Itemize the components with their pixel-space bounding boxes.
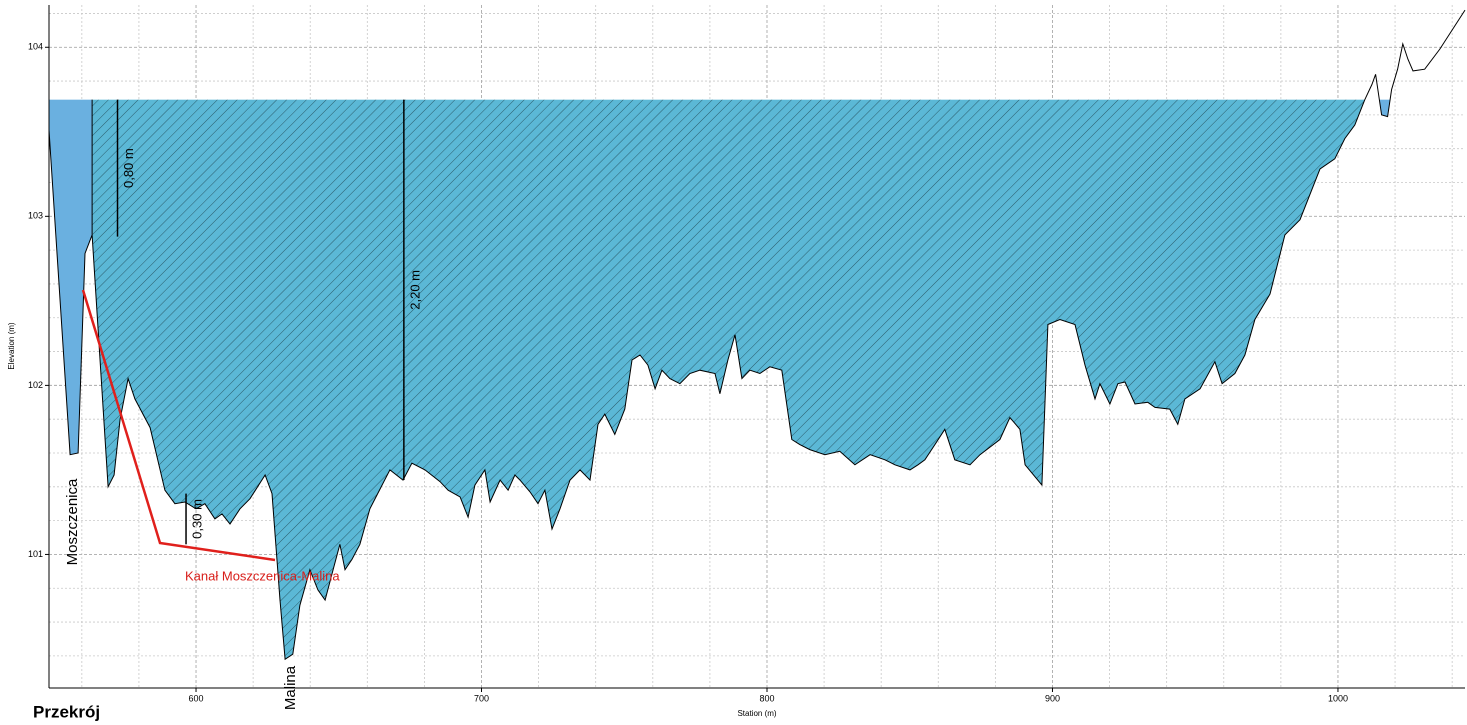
water-overbank xyxy=(1375,99,1465,660)
depth-label: 0,80 m xyxy=(121,148,136,188)
x-axis-label: Station (m) xyxy=(737,709,776,718)
callout-line xyxy=(81,289,276,562)
water-overbank xyxy=(49,99,93,660)
river-label: Malina xyxy=(282,665,299,710)
y-tick-label: 103 xyxy=(28,211,43,221)
depth-label: 0,30 m xyxy=(189,499,204,539)
x-tick-label: 900 xyxy=(1045,693,1060,703)
river-label: Moszczenica xyxy=(64,478,81,565)
ground-line xyxy=(48,9,1466,661)
y-axis-label: Elevation (m) xyxy=(7,322,16,369)
y-tick-label: 101 xyxy=(28,549,43,559)
y-tick-label: 102 xyxy=(28,380,43,390)
x-tick-label: 700 xyxy=(474,693,489,703)
depth-label: 2,20 m xyxy=(407,270,422,310)
x-tick-label: 1000 xyxy=(1328,693,1348,703)
y-tick-label: 104 xyxy=(28,42,43,52)
callout-label: Kanał Moszczenica-Malina xyxy=(185,568,340,583)
chart-title: Przekrój xyxy=(33,702,100,721)
water-channel xyxy=(92,99,1376,660)
water xyxy=(49,99,1465,660)
x-tick-label: 600 xyxy=(189,693,204,703)
x-tick-label: 800 xyxy=(759,693,774,703)
